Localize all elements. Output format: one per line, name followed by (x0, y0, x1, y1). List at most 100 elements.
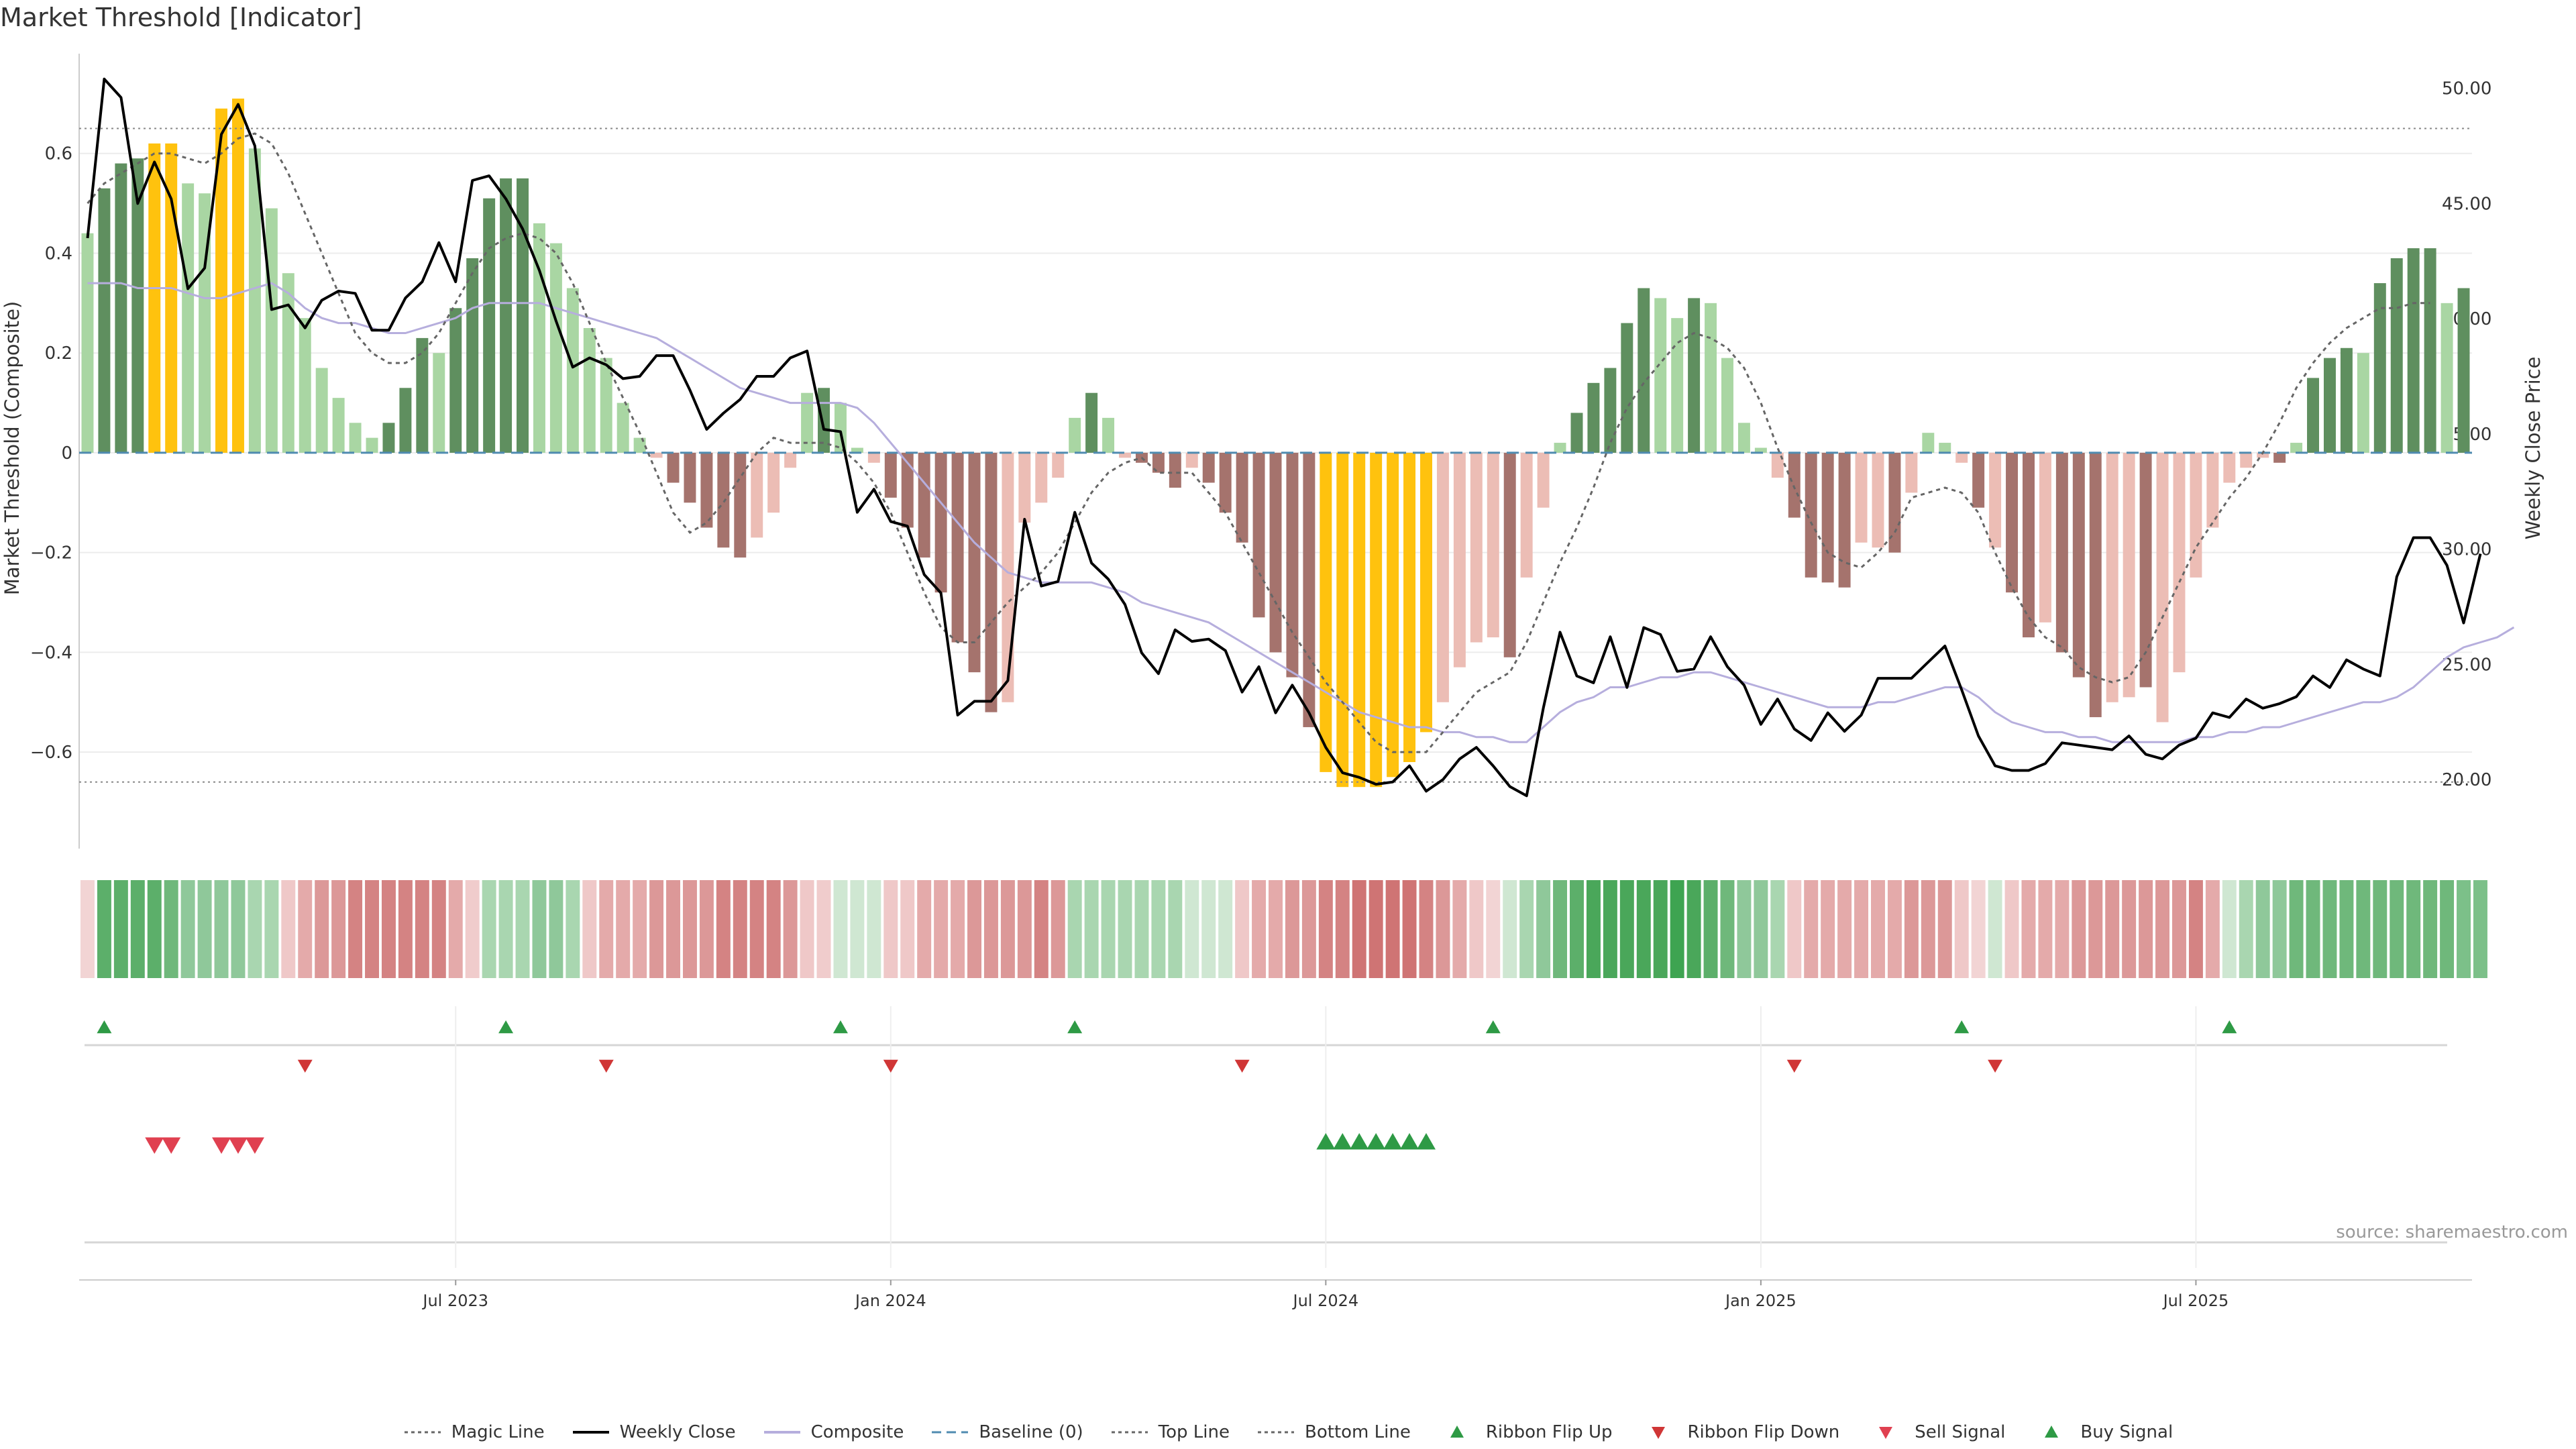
ribbon-cell (1436, 880, 1450, 978)
composite-bar (851, 447, 863, 453)
legend-label: Top Line (1158, 1422, 1230, 1442)
ribbon-cell (113, 880, 128, 978)
x-tick-label: Jan 2024 (854, 1291, 926, 1310)
composite-bar (98, 188, 111, 453)
composite-bar (784, 452, 797, 468)
ribbon-cell (1619, 880, 1634, 978)
ribbon-cell (1000, 880, 1015, 978)
ribbon-cell (2021, 880, 2036, 978)
ribbon-cell (180, 880, 195, 978)
composite-bar (1202, 452, 1215, 483)
ribbon-cell (733, 880, 747, 978)
legend-label: Composite (810, 1422, 904, 1442)
ribbon-cell (883, 880, 898, 978)
buy-signal-marker (1366, 1133, 1386, 1150)
ribbon-cell (1553, 880, 1568, 978)
ribbon-cell (1854, 880, 1869, 978)
composite-bar (215, 108, 228, 453)
y-tick-label: −0.2 (30, 543, 72, 564)
legend-label: Sell Signal (1915, 1422, 2006, 1442)
composite-bar (1654, 298, 1667, 453)
composite-bar (1688, 298, 1701, 453)
buy-signal-marker (1350, 1133, 1369, 1150)
x-tick-label: Jan 2025 (1724, 1291, 1796, 1310)
ribbon-cell (465, 880, 480, 978)
y-tick-label: 0 (61, 443, 72, 464)
ribbon-cell (431, 880, 446, 978)
ribbon-cell (1235, 880, 1250, 978)
composite-bar (182, 183, 195, 453)
composite-bar (1821, 452, 1834, 583)
legend-item: Bottom Line (1256, 1422, 1411, 1442)
ribbon-cell (1503, 880, 1517, 978)
ribbon-cell (1185, 880, 1199, 978)
composite-bar (667, 452, 680, 483)
buy-signal-marker (1316, 1133, 1336, 1150)
ribbon-cell (1402, 880, 1417, 978)
ribbon-cell (1737, 880, 1752, 978)
composite-bar (2373, 283, 2386, 453)
composite-bar (366, 437, 378, 453)
legend-swatch (1652, 1427, 1666, 1439)
y2-tick-label: 30.00 (2442, 540, 2491, 560)
ribbon-cell (716, 880, 731, 978)
composite-bar (1453, 452, 1466, 667)
ribbon-cell (2038, 880, 2053, 978)
composite-bar (1604, 368, 1617, 453)
ribbon-flip-up-marker (833, 1020, 848, 1034)
ribbon-cell (2188, 880, 2203, 978)
ribbon-cell (867, 880, 881, 978)
ribbon-flip-up-marker (498, 1020, 514, 1034)
ribbon-cell (749, 880, 764, 978)
composite-bar (985, 452, 998, 712)
composite-bar (483, 198, 496, 453)
legend-item: Baseline (0) (930, 1422, 1083, 1442)
composite-bar (583, 328, 596, 453)
ribbon-cell (2105, 880, 2120, 978)
ribbon-cell (1837, 880, 1852, 978)
composite-bar (199, 193, 211, 453)
composite-bar (2257, 452, 2269, 458)
composite-bar (2223, 452, 2236, 483)
ribbon-cell (1586, 880, 1601, 978)
composite-bar (867, 452, 880, 463)
ribbon-cell (1269, 880, 1283, 978)
ribbon-cell (633, 880, 647, 978)
ribbon-cell (1971, 880, 1986, 978)
ribbon-cell (381, 880, 396, 978)
y2-tick-label: 20.00 (2442, 770, 2491, 790)
composite-bar (1939, 443, 1951, 453)
ribbon-cell (2289, 880, 2304, 978)
ribbon-cell (2055, 880, 2070, 978)
composite-bar (767, 452, 780, 513)
source-label: source: sharemaestro.com (2336, 1222, 2568, 1242)
composite-bar (1754, 447, 1767, 453)
composite-bar (1587, 382, 1600, 453)
ribbon-cell (967, 880, 981, 978)
composite-bar (1487, 452, 1499, 638)
composite-bar (2290, 443, 2303, 453)
sell-signal-marker (245, 1137, 264, 1154)
ribbon-cell (833, 880, 848, 978)
ribbon-cell (2373, 880, 2387, 978)
ribbon-cell (2440, 880, 2455, 978)
composite-bar (131, 158, 144, 453)
ribbon-cell (482, 880, 496, 978)
ribbon-cell (2205, 880, 2220, 978)
y-tick-label: 0.2 (45, 343, 72, 364)
sell-signal-marker (162, 1137, 181, 1154)
y-tick-label: −0.4 (30, 643, 72, 663)
composite-bar (1537, 452, 1550, 508)
y2-tick-label: 45.00 (2442, 194, 2491, 214)
composite-bar (2390, 258, 2403, 453)
legend-swatch (404, 1431, 441, 1434)
legend-swatch (763, 1431, 800, 1434)
composite-bar (1052, 452, 1065, 478)
ribbon-cell (398, 880, 413, 978)
legend-item: Magic Line (403, 1422, 545, 1442)
ribbon-cell (415, 880, 429, 978)
composite-bar (2106, 452, 2118, 702)
chart-legend: Magic Line Weekly Close Composite Baseline … (0, 1422, 2576, 1442)
ribbon-cell (1720, 880, 1735, 978)
